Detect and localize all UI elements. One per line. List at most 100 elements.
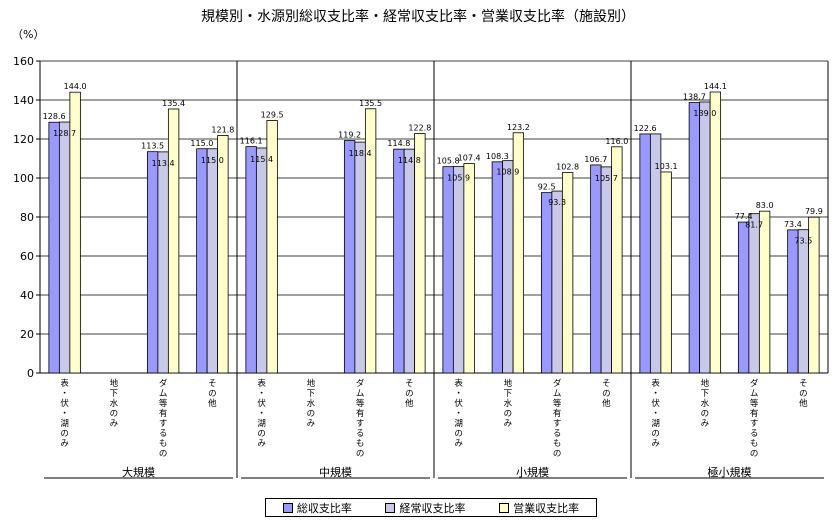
y-tick-label: 60 xyxy=(20,250,34,263)
data-label: 105.7 xyxy=(595,174,618,183)
data-label: 115.0 xyxy=(190,139,213,148)
category-label-char: ・ xyxy=(454,389,463,399)
category-label-char: る xyxy=(553,429,562,439)
data-label: 102.8 xyxy=(556,163,579,172)
bar xyxy=(452,166,465,374)
bar xyxy=(343,140,356,374)
category-label-char: の xyxy=(504,409,513,419)
data-label: 144.0 xyxy=(64,82,87,91)
data-label: 122.6 xyxy=(634,124,657,133)
category-label-char: ム xyxy=(750,389,759,399)
data-label: 114.8 xyxy=(398,156,421,165)
category-label-char: の xyxy=(208,389,217,399)
y-tick-label: 160 xyxy=(13,55,34,68)
data-label: 115.4 xyxy=(250,155,273,164)
category-label-char: ・ xyxy=(651,389,660,399)
bar xyxy=(600,166,613,374)
category-label-char: 下 xyxy=(110,389,119,399)
category-label-char: 有 xyxy=(159,408,168,419)
legend-label-ordinary: 経常収支比率 xyxy=(399,501,466,515)
bar xyxy=(146,151,159,374)
category-label-char: 等 xyxy=(750,398,759,409)
category-label-char: 水 xyxy=(701,398,710,409)
category-label-char: 水 xyxy=(307,398,316,409)
category-label-char: す xyxy=(553,419,562,429)
category-label-char: 表 xyxy=(454,378,463,389)
category-label-char: 有 xyxy=(356,408,365,419)
data-label: 106.7 xyxy=(584,155,607,164)
y-axis-unit-label: （%） xyxy=(12,28,45,41)
y-tick-label: 140 xyxy=(13,94,34,107)
bar xyxy=(354,141,366,374)
category-label-char: ・ xyxy=(60,409,69,419)
bar xyxy=(266,120,278,374)
data-label: 119.2 xyxy=(338,131,361,140)
category-label-char: み xyxy=(701,419,710,429)
bar xyxy=(414,133,426,374)
category-label-char: 水 xyxy=(504,398,513,409)
bar xyxy=(58,121,71,374)
group-label: 大規模 xyxy=(122,465,155,479)
category-label-char: 他 xyxy=(602,398,611,409)
category-label-char: 表 xyxy=(651,378,660,389)
bar xyxy=(48,121,60,374)
data-label: 103.1 xyxy=(655,162,678,171)
data-label: 92.5 xyxy=(538,183,556,192)
data-label: 128.6 xyxy=(43,112,66,121)
category-label-char: 伏 xyxy=(60,398,69,409)
category-label-char: 下 xyxy=(504,389,513,399)
category-label-char: の xyxy=(553,449,562,459)
bar xyxy=(611,146,623,374)
data-label: 83.0 xyxy=(756,201,774,210)
category-label-char: そ xyxy=(405,379,414,389)
data-label: 93.3 xyxy=(548,198,566,207)
bar xyxy=(245,146,257,374)
category-label-char: み xyxy=(307,419,316,429)
chart-title: 規模別・水源別総収支比率・経常収支比率・営業収支比率（施設別） xyxy=(201,9,635,25)
bar xyxy=(393,148,405,374)
data-label: 129.5 xyxy=(261,110,284,119)
category-label-char: 等 xyxy=(553,398,562,409)
category-label-char: 有 xyxy=(750,408,759,419)
group-label: 中規模 xyxy=(319,465,352,479)
category-label-char: ・ xyxy=(454,409,463,419)
category-label-char: 他 xyxy=(405,398,414,409)
category-label-char: の xyxy=(602,389,611,399)
legend-label-operating: 営業収支比率 xyxy=(513,501,580,515)
data-label: 116.1 xyxy=(240,137,263,146)
category-label-char: ・ xyxy=(257,409,266,419)
bar xyxy=(196,148,208,374)
legend-swatch-operating xyxy=(499,502,510,513)
category-label-char: の xyxy=(454,429,463,439)
category-label-char: も xyxy=(750,439,759,449)
category-label-char: も xyxy=(356,439,365,449)
category-label-char: み xyxy=(454,439,463,449)
bar xyxy=(561,172,574,374)
category-label-char: 他 xyxy=(208,398,217,409)
bar xyxy=(699,101,711,374)
category-label-char: 下 xyxy=(307,389,316,399)
data-label: 107.4 xyxy=(458,154,481,163)
category-label-char: の xyxy=(257,429,266,439)
legend-item-total: 総収支比率 xyxy=(282,500,352,516)
category-label-char: 他 xyxy=(799,398,808,409)
legend-item-ordinary: 経常収支比率 xyxy=(385,500,465,516)
data-label: 79.9 xyxy=(805,207,823,216)
data-label: 77.4 xyxy=(735,212,753,221)
legend-label-total: 総収支比率 xyxy=(296,501,352,515)
category-label-char: ム xyxy=(553,389,562,399)
category-label-char: そ xyxy=(208,379,217,389)
data-label: 105.9 xyxy=(447,173,470,182)
bar xyxy=(491,161,504,374)
bar xyxy=(688,102,701,374)
bar xyxy=(551,190,563,374)
data-label: 114.8 xyxy=(387,139,410,148)
category-label-char: の xyxy=(356,449,365,459)
bar xyxy=(502,160,514,374)
bar xyxy=(639,133,651,374)
y-tick-label: 40 xyxy=(20,289,34,302)
category-label-char: み xyxy=(257,439,266,449)
category-label-char: る xyxy=(750,429,759,439)
category-label-char: み xyxy=(60,439,69,449)
